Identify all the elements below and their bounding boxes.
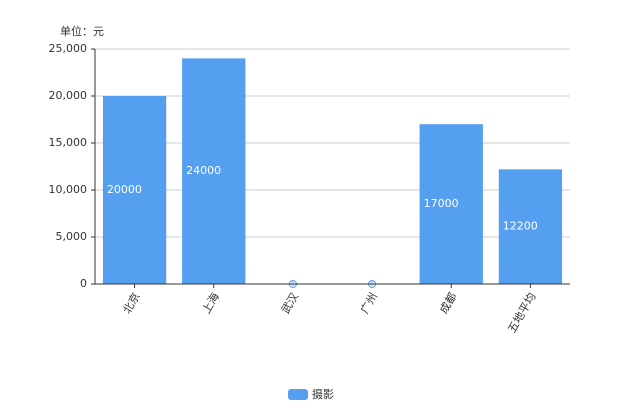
- x-tick-label: 成都: [437, 291, 459, 317]
- value-label: 12200: [503, 220, 538, 233]
- y-tick-label: 25,000: [49, 42, 88, 55]
- value-label: 20000: [107, 183, 142, 196]
- y-tick-label: 5,000: [56, 230, 88, 243]
- legend-swatch[interactable]: [288, 389, 308, 400]
- y-tick-label: 0: [80, 277, 87, 290]
- bar: [419, 124, 483, 284]
- y-tick-label: 20,000: [49, 89, 88, 102]
- y-tick-label: 10,000: [49, 183, 88, 196]
- x-tick-label: 北京: [120, 290, 143, 316]
- x-tick-label: 上海: [199, 290, 222, 316]
- x-tick-label: 五地平均: [505, 291, 538, 336]
- x-tick-label: 广州: [358, 291, 380, 317]
- y-unit-label: 单位：元: [60, 24, 104, 38]
- y-tick-label: 15,000: [49, 136, 88, 149]
- bar: [498, 169, 563, 284]
- value-label: 24000: [186, 164, 221, 177]
- bar: [102, 96, 167, 284]
- bar: [182, 58, 246, 285]
- legend-label: 摄影: [312, 387, 334, 401]
- value-label: 17000: [424, 197, 459, 210]
- x-tick-label: 武汉: [279, 291, 301, 317]
